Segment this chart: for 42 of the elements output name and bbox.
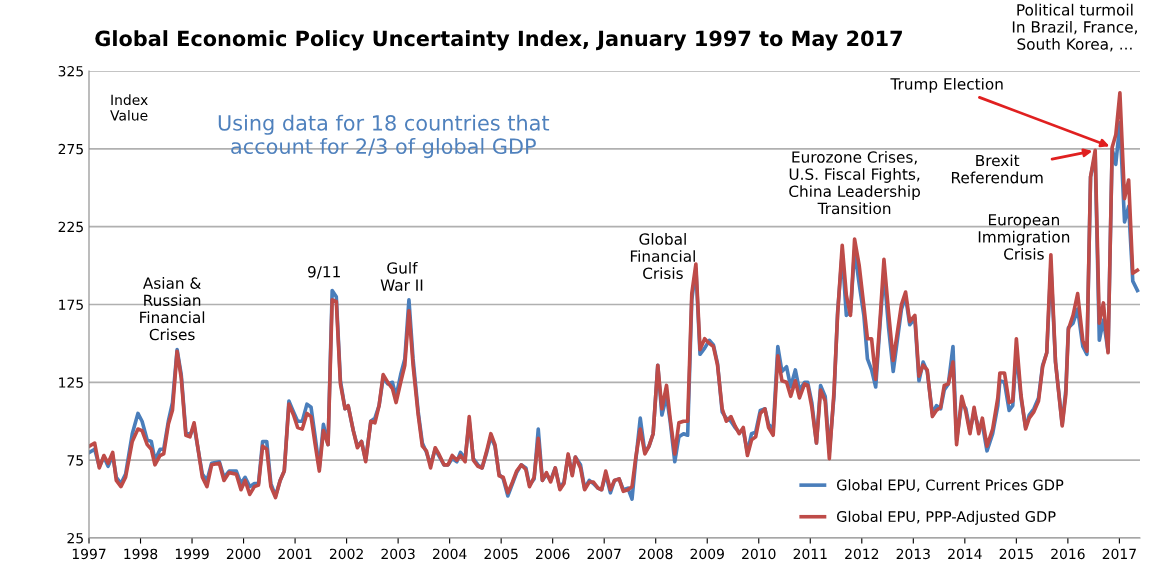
x-tick-label: 2000: [226, 548, 261, 560]
x-tick-label: 1997: [72, 548, 106, 560]
y-tick-label: 75: [67, 455, 83, 466]
x-tick-label: 2004: [432, 548, 467, 560]
x-tick-label: 2007: [587, 548, 621, 560]
x-tick-label: 2005: [484, 548, 518, 560]
y-tick-label: 25: [67, 532, 83, 544]
x-tick-label: 2011: [793, 548, 827, 560]
annotation: European Immigration Crisis: [978, 214, 1070, 260]
x-tick-label: 2014: [948, 548, 982, 560]
annotation: 9/11: [307, 265, 340, 279]
x-tick-label: 2013: [896, 548, 930, 560]
legend-label: Global EPU, Current Prices GDP: [837, 479, 1064, 492]
x-tick-label: 1998: [124, 548, 158, 560]
annotation: Eurozone Crises, U.S. Fiscal Fights, China Leadership Transition: [789, 151, 920, 215]
annotation: Global Financial Crisis: [630, 233, 695, 280]
y-tick-label: 275: [58, 143, 83, 155]
x-tick-label: 2008: [639, 548, 673, 560]
x-tick-label: 2009: [690, 548, 724, 560]
annotation: Gulf War II: [380, 261, 423, 291]
x-tick-label: 2012: [845, 548, 879, 560]
x-tick-label: 2003: [381, 548, 415, 560]
annotation: Brexit Referendum: [951, 154, 1043, 184]
y-tick-label: 325: [58, 65, 83, 77]
chart-title: Global Economic Policy Uncertainty Index, January 1997 to May 2017: [95, 30, 902, 51]
legend-label: Global EPU, PPP-Adjusted GDP: [837, 510, 1056, 525]
y-tick-label: 225: [58, 221, 83, 233]
annotation: Political turmoil In Brazil, France, South Korea, ...: [1012, 3, 1137, 52]
x-tick-label: 2001: [278, 548, 312, 560]
x-tick-label: 2016: [1051, 548, 1085, 560]
y-tick-label: 125: [59, 377, 83, 388]
x-tick-label: 2002: [329, 548, 363, 560]
y-axis-title: Index Value: [110, 94, 148, 121]
x-tick-label: 1999: [175, 548, 209, 560]
annotation: Using data for 18 countries that account for 2/3 of global GDP: [218, 114, 550, 159]
x-tick-label: 2006: [536, 548, 570, 560]
y-tick-label: 175: [59, 299, 83, 310]
x-tick-label: 2010: [742, 548, 776, 560]
annotation: Asian & Russian Financial Crises: [140, 277, 205, 341]
annotation: Trump Election: [890, 77, 1003, 93]
x-tick-label: 2015: [999, 548, 1033, 560]
x-tick-label: 2017: [1102, 548, 1136, 560]
